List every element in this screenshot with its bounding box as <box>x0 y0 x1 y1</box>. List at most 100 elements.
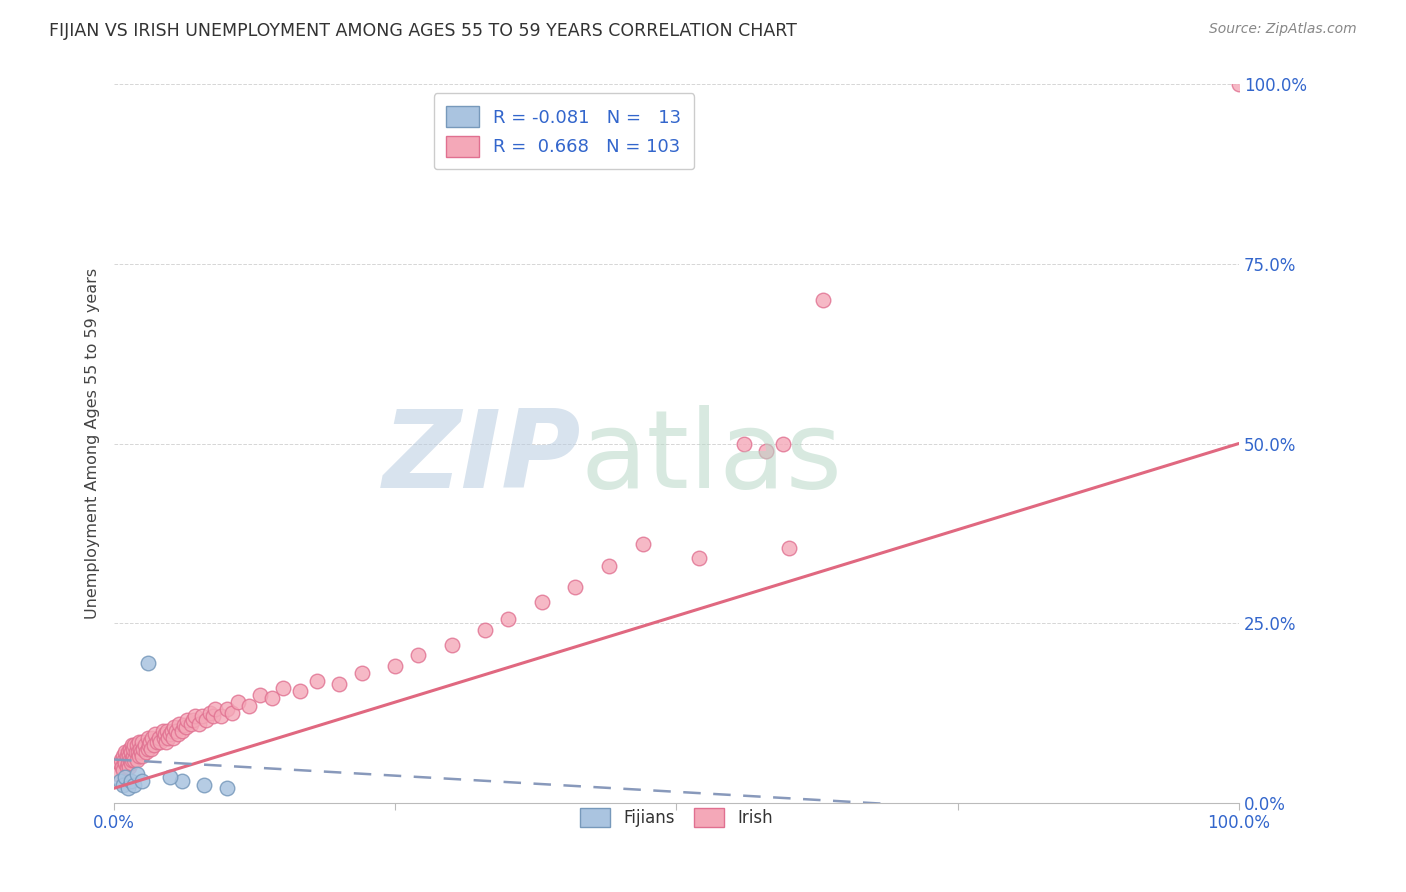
Y-axis label: Unemployment Among Ages 55 to 59 years: Unemployment Among Ages 55 to 59 years <box>86 268 100 619</box>
Point <box>204 702 226 716</box>
Point <box>209 709 232 723</box>
Point <box>125 738 148 752</box>
Point <box>120 774 142 789</box>
Point <box>125 752 148 766</box>
Point <box>163 720 186 734</box>
Point <box>117 745 139 759</box>
Point <box>249 688 271 702</box>
Point <box>631 537 654 551</box>
Point <box>180 716 202 731</box>
Text: atlas: atlas <box>581 405 842 511</box>
Point <box>159 727 181 741</box>
Point <box>118 760 141 774</box>
Point <box>118 752 141 766</box>
Point <box>117 781 139 796</box>
Point <box>129 745 152 759</box>
Point <box>138 738 160 752</box>
Point <box>159 771 181 785</box>
Point <box>156 723 179 738</box>
Point <box>260 691 283 706</box>
Point <box>128 748 150 763</box>
Point <box>160 723 183 738</box>
Point <box>141 741 163 756</box>
Point <box>688 551 710 566</box>
Point <box>384 659 406 673</box>
Point <box>496 612 519 626</box>
Text: Source: ZipAtlas.com: Source: ZipAtlas.com <box>1209 22 1357 37</box>
Point <box>226 695 249 709</box>
Point <box>530 594 553 608</box>
Point <box>598 558 620 573</box>
Point <box>271 681 294 695</box>
Point <box>215 781 238 796</box>
Point <box>129 741 152 756</box>
Point <box>121 738 143 752</box>
Point <box>127 745 149 759</box>
Point <box>112 748 135 763</box>
Point <box>167 727 190 741</box>
Point <box>125 767 148 781</box>
Point <box>112 764 135 778</box>
Point <box>107 767 129 781</box>
Point <box>120 745 142 759</box>
Point <box>153 727 176 741</box>
Point <box>114 771 136 785</box>
Point <box>110 752 132 766</box>
Point <box>191 709 214 723</box>
Point <box>124 778 146 792</box>
Point <box>108 774 131 789</box>
Point <box>131 734 153 748</box>
Point <box>328 677 350 691</box>
Point <box>288 684 311 698</box>
Point <box>811 293 834 307</box>
Point <box>772 436 794 450</box>
Point <box>170 774 193 789</box>
Point <box>187 716 209 731</box>
Point <box>149 734 172 748</box>
Point <box>1227 78 1250 92</box>
Point <box>108 756 131 770</box>
Point <box>114 756 136 770</box>
Point <box>221 706 243 720</box>
Point <box>755 443 778 458</box>
Point <box>117 756 139 770</box>
Point <box>174 720 197 734</box>
Point <box>131 748 153 763</box>
Point <box>122 741 145 756</box>
Point <box>157 731 180 745</box>
Point <box>146 734 169 748</box>
Point <box>114 745 136 759</box>
Point <box>238 698 260 713</box>
Point <box>141 731 163 745</box>
Point <box>350 666 373 681</box>
Point <box>124 738 146 752</box>
Point <box>564 580 586 594</box>
Point <box>173 718 195 732</box>
Point <box>170 723 193 738</box>
Point <box>143 727 166 741</box>
Point <box>128 734 150 748</box>
Point <box>142 738 165 752</box>
Point <box>148 731 170 745</box>
Point <box>733 436 755 450</box>
Point <box>124 752 146 766</box>
Point <box>111 760 134 774</box>
Point <box>135 745 157 759</box>
Point <box>112 778 135 792</box>
Point <box>169 716 191 731</box>
Point <box>778 541 800 555</box>
Point <box>131 774 153 789</box>
Text: FIJIAN VS IRISH UNEMPLOYMENT AMONG AGES 55 TO 59 YEARS CORRELATION CHART: FIJIAN VS IRISH UNEMPLOYMENT AMONG AGES … <box>49 22 797 40</box>
Point <box>122 748 145 763</box>
Point <box>181 713 204 727</box>
Point <box>139 734 162 748</box>
Point <box>305 673 328 688</box>
Point <box>165 723 187 738</box>
Legend: Fijians, Irish: Fijians, Irish <box>572 801 780 834</box>
Point <box>215 702 238 716</box>
Point <box>406 648 429 663</box>
Point <box>440 638 463 652</box>
Point <box>155 734 177 748</box>
Point <box>115 760 138 774</box>
Point <box>176 713 198 727</box>
